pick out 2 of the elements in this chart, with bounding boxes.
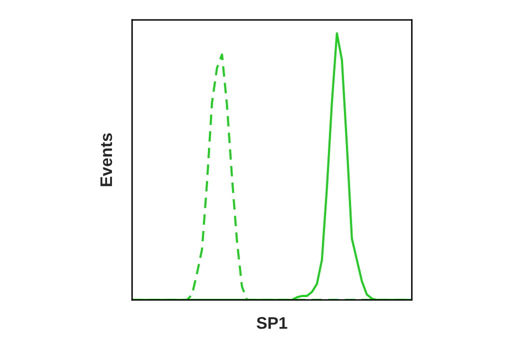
x-axis-title: SP1: [256, 317, 288, 329]
y-axis-title: Events: [100, 133, 112, 186]
